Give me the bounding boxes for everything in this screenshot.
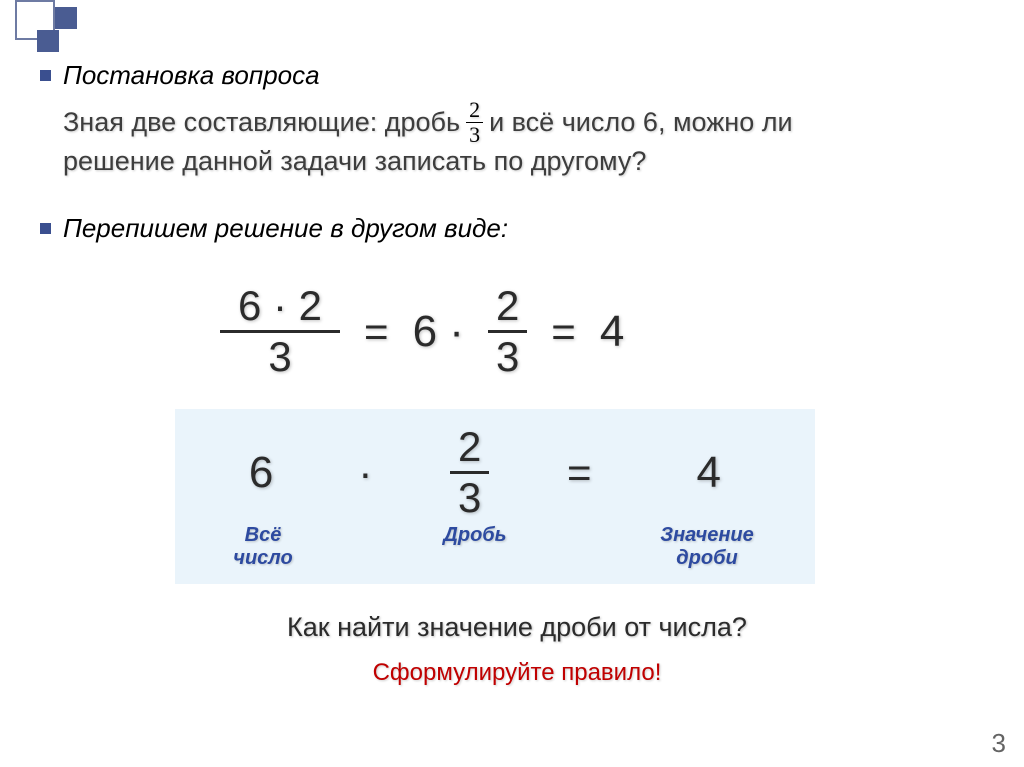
bullet-section-1: Постановка вопроса	[40, 60, 994, 91]
fraction-numerator: 2	[450, 425, 489, 474]
highlight-box: 6 · 2 3 = 4 Всёчисло Дробь Значениедроби	[175, 409, 815, 584]
section1-line-a: Зная две составляющие: дробь 2 3 и всё ч…	[63, 99, 994, 146]
equation-block: 6 · 2 3 = 6 · 2 3 = 4	[220, 284, 994, 379]
label-whole: Всёчисло	[218, 524, 308, 570]
page-number: 3	[992, 728, 1006, 759]
label-result: Значениедроби	[642, 524, 772, 570]
equals-sign: =	[567, 449, 592, 497]
bullet-section-2: Перепишем решение в другом виде:	[40, 213, 994, 244]
dot-operator: ·	[358, 449, 372, 497]
fraction-denominator: 3	[469, 123, 480, 146]
fraction-numerator: 6 · 2	[220, 284, 340, 333]
section1-title: Постановка вопроса	[63, 60, 320, 91]
question-line: Как найти значение дроби от числа?	[40, 612, 994, 643]
fraction-denominator: 3	[268, 333, 291, 379]
text: Зная две составляющие: дробь	[63, 107, 460, 138]
inline-fraction: 2 3	[466, 99, 483, 146]
equation-left-fraction: 6 · 2 3	[220, 284, 340, 379]
equals-sign: =	[364, 308, 389, 356]
highlight-box-equation: 6 · 2 3 = 4	[195, 425, 795, 520]
bullet-icon	[40, 70, 51, 81]
label-fraction: Дробь	[430, 524, 520, 570]
equation-mid-whole: 6 ·	[413, 307, 464, 357]
highlight-box-labels: Всёчисло Дробь Значениедроби	[195, 524, 795, 570]
equation-result: 4	[600, 307, 624, 357]
bullet-icon	[40, 223, 51, 234]
fraction-denominator: 3	[496, 333, 519, 379]
fraction-denominator: 3	[458, 474, 481, 520]
box-result: 4	[644, 448, 774, 498]
equals-sign: =	[551, 308, 576, 356]
section2-title: Перепишем решение в другом виде:	[63, 213, 508, 244]
box-whole: 6	[216, 448, 306, 498]
section1-line-b: решение данной задачи записать по другом…	[63, 146, 994, 177]
rule-line: Сформулируйте правило!	[40, 659, 994, 687]
fraction-numerator: 2	[466, 99, 483, 123]
text: и всё число 6, можно ли	[489, 107, 793, 138]
equation-mid-fraction: 2 3	[488, 284, 527, 379]
fraction-numerator: 2	[488, 284, 527, 333]
box-fraction: 2 3	[425, 425, 515, 520]
